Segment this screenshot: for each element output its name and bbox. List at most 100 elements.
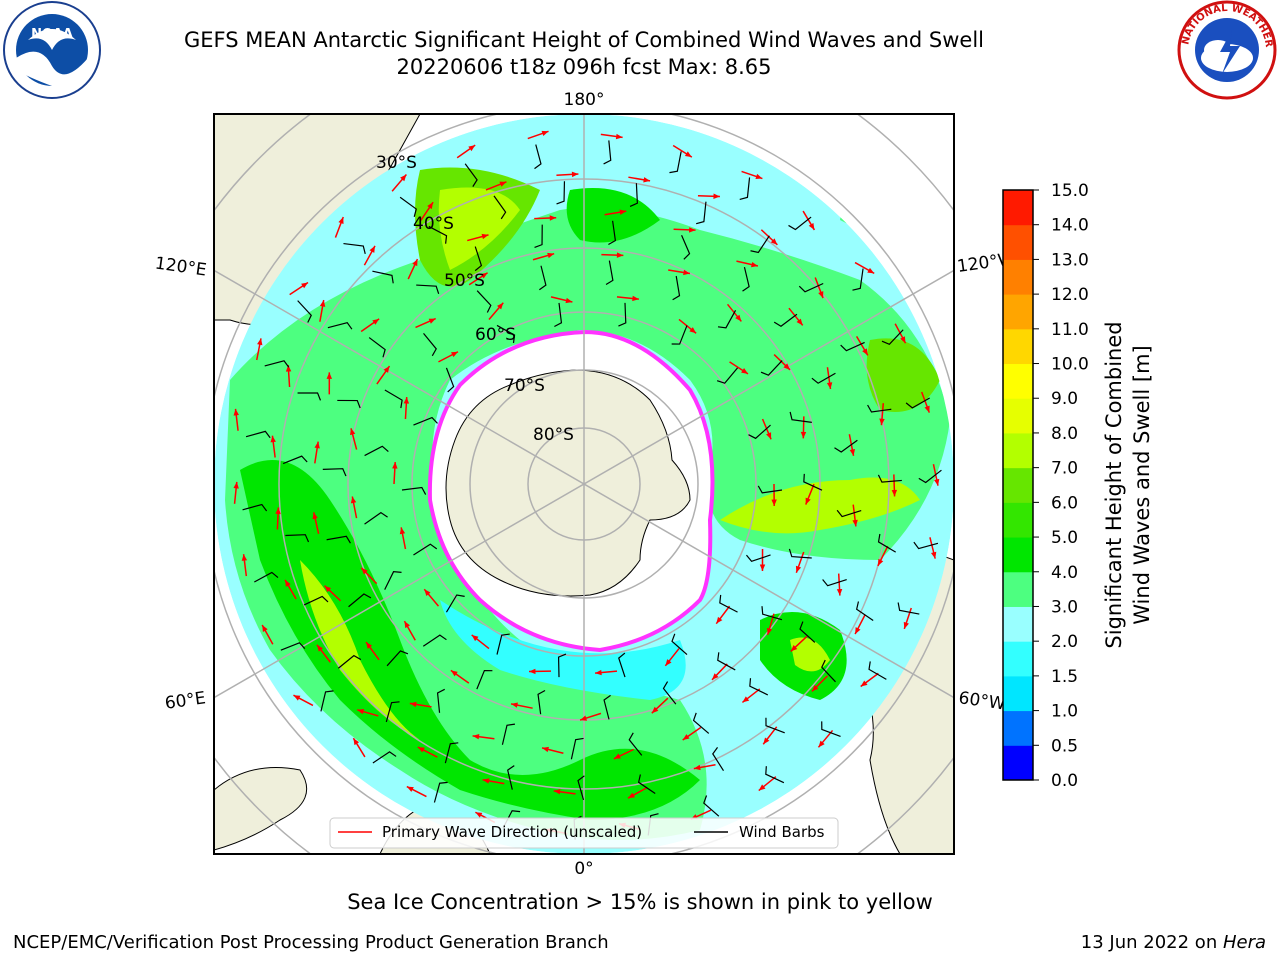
wave-direction-arrowhead: [643, 177, 651, 183]
colorbar-segment: [1003, 294, 1033, 330]
wave-direction-arrowhead: [741, 368, 748, 374]
wind-barb: [337, 654, 362, 669]
wave-direction-arrowhead: [903, 621, 909, 629]
wave-direction-arrowhead: [350, 428, 356, 436]
wave-direction-arrowhead: [879, 418, 885, 426]
wave-direction-arrowhead: [480, 272, 488, 279]
wave-direction-arrowhead: [412, 259, 418, 267]
colorbar-segment: [1003, 363, 1033, 399]
wind-barb: [765, 766, 785, 784]
wave-direction-arrowhead: [860, 680, 868, 687]
wind-barb: [750, 235, 770, 254]
colorbar-label-line1: Significant Height of Combined: [1102, 321, 1126, 649]
wave-direction-arrowhead: [931, 551, 937, 559]
wind-barb: [739, 177, 751, 201]
wind-barb: [433, 781, 448, 803]
wind-barb: [364, 511, 388, 525]
wave-direction-arrowhead: [529, 668, 536, 675]
colorbar-tick-label: 1.0: [1051, 702, 1078, 722]
wind-barb: [608, 220, 617, 246]
wind-barb: [399, 196, 417, 217]
noaa-logo: NOAA: [3, 1, 101, 99]
wind-barb: [570, 737, 584, 760]
wind-barb: [285, 534, 310, 543]
noaa-logo-text: NOAA: [31, 27, 73, 42]
colorbar-tick-label: 6.0: [1051, 493, 1078, 513]
wave-direction-arrowhead: [693, 764, 701, 771]
colorbar-segment: [1003, 710, 1033, 746]
wind-barb: [836, 509, 862, 518]
wind-barb: [603, 694, 611, 720]
wave-direction-arrowhead: [497, 302, 504, 310]
wave-direction-arrowhead: [683, 269, 690, 276]
wind-barb: [254, 571, 279, 583]
wave-direction-arrowhead: [417, 747, 425, 753]
wind-barb: [384, 389, 403, 409]
lon-label-180: 180°: [564, 90, 605, 110]
wave-direction-arrowhead: [783, 363, 790, 370]
wind-barb: [877, 533, 897, 553]
colorbar-segment: [1003, 502, 1033, 538]
wave-direction-arrowhead: [836, 588, 843, 596]
wind-barb: [692, 712, 710, 734]
wave-direction-arrowhead: [934, 478, 940, 486]
wave-direction-arrowhead: [369, 245, 375, 253]
wave-direction-arrowhead: [689, 327, 697, 334]
colorbar-segment: [1003, 328, 1033, 365]
lat-label-70s: 70°S: [504, 376, 545, 396]
colorbar-segment: [1003, 398, 1033, 434]
wind-barb: [855, 601, 874, 622]
wind-barb: [603, 140, 612, 165]
wind-barb: [618, 302, 627, 327]
lon-label-60w: 60°W: [957, 688, 1006, 714]
wind-barb: [618, 652, 626, 678]
wave-direction-arrowhead: [400, 174, 407, 182]
wave-direction-arrowhead: [285, 579, 291, 587]
wind-barb: [913, 541, 939, 550]
wave-direction-arrowhead: [805, 497, 811, 505]
lat-label-80s: 80°S: [533, 425, 574, 445]
colorbar-segment: [1003, 190, 1033, 226]
wave-direction-arrowhead: [689, 227, 696, 233]
wave-direction-arrowhead: [796, 318, 803, 326]
wave-direction-arrowhead: [316, 644, 324, 652]
lat-label-40s: 40°S: [413, 214, 454, 234]
wind-barb: [413, 543, 438, 556]
wind-barb: [789, 411, 812, 423]
wind-barb: [821, 721, 841, 737]
colorbar-tick-label: 9.0: [1051, 389, 1078, 409]
wind-barb: [877, 474, 902, 483]
wave-direction-arrowhead: [553, 789, 561, 795]
wave-direction-arrowhead: [852, 519, 858, 527]
wave-direction-arrowhead: [361, 567, 368, 575]
latitude-labels: 30°S 40°S 50°S 60°S 70°S 80°S: [376, 153, 574, 445]
wave-direction-arrowhead: [392, 462, 398, 469]
wave-direction-arrowhead: [450, 670, 458, 677]
wind-barb: [868, 661, 887, 680]
wave-direction-arrowhead: [275, 507, 281, 515]
wind-barb: [337, 399, 361, 409]
wave-direction-arrowhead: [818, 740, 825, 748]
wave-direction-arrowhead: [682, 734, 690, 740]
colorbar-segment: [1003, 432, 1033, 469]
legend-label-wave-direction: Primary Wave Direction (unscaled): [382, 823, 642, 841]
wind-barb: [474, 246, 483, 272]
colorbar-tick-label: 11.0: [1051, 320, 1089, 340]
wind-barb: [696, 201, 707, 225]
wind-barb: [464, 163, 478, 187]
wave-direction-arrowhead: [716, 616, 723, 624]
map-legend: Primary Wave Direction (unscaled) Wind B…: [329, 817, 839, 849]
wave-direction-arrowhead: [565, 297, 573, 304]
wave-direction-arrowhead: [319, 300, 326, 307]
wind-barb: [757, 485, 783, 494]
wind-barb: [539, 265, 547, 291]
wind-barb: [671, 325, 688, 345]
wave-direction-arrowhead: [766, 432, 772, 440]
wave-direction-arrowhead: [616, 252, 624, 258]
wind-barb: [760, 360, 783, 376]
wind-barb: [719, 594, 738, 613]
wave-direction-arrowhead: [924, 405, 930, 413]
wave-direction-arrowhead: [619, 209, 627, 215]
colorbar-tick-label: 1.5: [1051, 667, 1078, 687]
